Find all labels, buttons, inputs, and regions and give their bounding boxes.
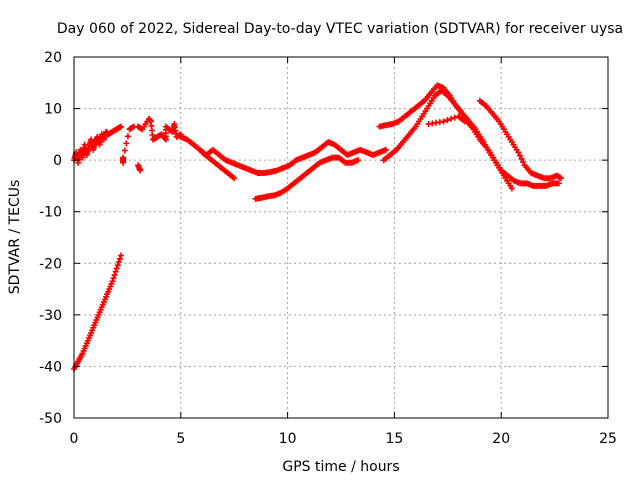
data-point bbox=[520, 159, 527, 166]
y-tick-label: 10 bbox=[44, 102, 62, 118]
series-8 bbox=[425, 113, 468, 128]
data-point bbox=[508, 185, 515, 192]
data-point bbox=[121, 147, 128, 154]
data-point bbox=[109, 278, 116, 285]
data-point bbox=[137, 167, 144, 174]
chart-title: Day 060 of 2022, Sidereal Day-to-day VTE… bbox=[57, 21, 623, 37]
data-point bbox=[231, 175, 238, 182]
data-points bbox=[71, 82, 565, 373]
data-point bbox=[123, 140, 130, 147]
y-axis-label: SDTVAR / TECUs bbox=[7, 180, 23, 295]
data-point bbox=[115, 258, 122, 265]
data-point bbox=[448, 115, 455, 122]
data-point bbox=[120, 154, 127, 161]
series-6 bbox=[376, 82, 562, 189]
x-axis-label: GPS time / hours bbox=[282, 459, 399, 475]
series-0 bbox=[71, 252, 124, 373]
data-point bbox=[124, 133, 131, 140]
y-tick-label: -20 bbox=[39, 256, 62, 272]
data-point bbox=[451, 114, 458, 121]
y-tick-label: -10 bbox=[39, 205, 62, 221]
data-point bbox=[355, 157, 362, 164]
x-tick-label: 0 bbox=[70, 431, 79, 447]
y-tick-label: -50 bbox=[39, 411, 62, 427]
ticks: 0 5 10 15 20 25 -50 -40 -30 -20 -10 0 10 20 bbox=[39, 50, 617, 447]
y-tick-label: 0 bbox=[53, 153, 62, 169]
series-3 bbox=[199, 149, 238, 182]
data-point bbox=[516, 152, 523, 159]
data-point bbox=[515, 149, 522, 156]
grid bbox=[74, 57, 608, 418]
data-point bbox=[461, 118, 468, 125]
data-point bbox=[110, 275, 117, 282]
data-point bbox=[112, 268, 119, 275]
series-1 bbox=[71, 115, 184, 174]
x-tick-label: 25 bbox=[599, 431, 617, 447]
data-point bbox=[113, 265, 120, 272]
y-tick-label: -30 bbox=[39, 308, 62, 324]
data-point bbox=[444, 117, 451, 124]
x-tick-label: 20 bbox=[492, 431, 510, 447]
data-point bbox=[558, 175, 565, 182]
y-tick-label: -40 bbox=[39, 359, 62, 375]
data-point bbox=[116, 255, 123, 262]
series-7 bbox=[476, 97, 565, 182]
x-tick-label: 10 bbox=[279, 431, 297, 447]
plot-frame bbox=[73, 56, 609, 419]
x-tick-label: 5 bbox=[176, 431, 185, 447]
y-tick-label: 20 bbox=[44, 50, 62, 66]
data-point bbox=[382, 146, 389, 153]
data-point bbox=[440, 118, 447, 125]
data-point bbox=[518, 155, 525, 162]
series-4 bbox=[252, 154, 362, 202]
data-point bbox=[111, 271, 118, 278]
data-point bbox=[117, 252, 124, 259]
x-tick-label: 15 bbox=[385, 431, 403, 447]
data-point bbox=[114, 262, 121, 269]
data-point bbox=[117, 123, 124, 130]
data-point bbox=[555, 180, 562, 187]
